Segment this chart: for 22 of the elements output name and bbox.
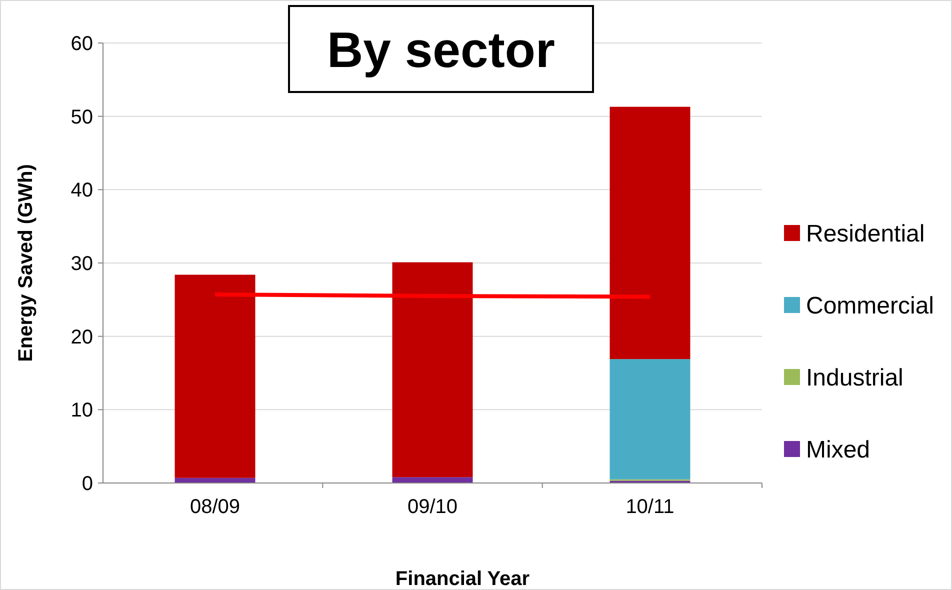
legend-label: Commercial xyxy=(806,292,934,320)
y-tick-label: 40 xyxy=(70,180,93,202)
y-tick-label: 50 xyxy=(70,106,93,128)
bar xyxy=(610,106,690,360)
x-tick-label: 08/09 xyxy=(190,496,240,518)
chart-title: By sector xyxy=(327,22,555,78)
bar xyxy=(392,477,473,483)
y-axis-title: Energy Saved (GWh) xyxy=(15,164,37,362)
legend-label: Residential xyxy=(806,220,925,248)
x-tick-label: 09/10 xyxy=(407,496,458,518)
legend-label: Industrial xyxy=(806,364,904,392)
x-axis-title: Financial Year xyxy=(395,568,530,590)
y-tick-label: 0 xyxy=(82,473,93,495)
legend-label: Mixed xyxy=(806,436,870,464)
bar xyxy=(610,359,690,480)
y-tick-label: 20 xyxy=(70,326,93,348)
bar xyxy=(174,274,256,478)
y-tick-label: 30 xyxy=(70,253,93,275)
y-tick-label: 10 xyxy=(70,400,93,422)
x-tick-label: 10/11 xyxy=(626,496,674,518)
y-tick-label: 60 xyxy=(70,33,93,55)
bar xyxy=(392,262,473,478)
